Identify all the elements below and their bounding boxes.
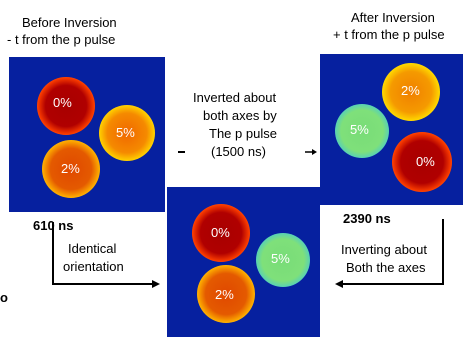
after-caption-line2: Both the axes: [346, 260, 426, 275]
spot-top-left: [192, 204, 250, 262]
after-inversion-title: After Inversion: [351, 10, 435, 25]
middle-text-line1: Inverted about: [193, 90, 277, 105]
before-inversion-title: Before Inversion: [22, 15, 117, 30]
before-caption-line1: Identical: [68, 241, 117, 256]
left-elbow-arrow: [52, 222, 160, 288]
spot-label: 2%: [61, 161, 80, 176]
after-time-label: 2390 ns: [343, 211, 391, 226]
spot-label: 0%: [211, 225, 230, 240]
after-inversion-image: 2% 5% 0%: [320, 54, 463, 205]
spot-label: 5%: [271, 251, 290, 266]
spot-label: 2%: [401, 83, 420, 98]
before-inversion-subtitle: - t from the p pulse: [7, 32, 116, 47]
after-caption-line1: Inverting about: [341, 242, 428, 257]
spot-top-left: [37, 77, 95, 135]
spot-label: 0%: [53, 95, 72, 110]
spot-right: [256, 233, 310, 287]
spot-label: 5%: [116, 125, 135, 140]
before-caption-line2: orientation: [63, 259, 124, 274]
spot-top: [382, 63, 440, 121]
middle-text-line3: The p pulse: [209, 126, 277, 141]
spot-bottom-right: [392, 132, 452, 192]
spot-label: 0%: [416, 154, 435, 169]
spot-bottom: [197, 265, 255, 323]
spot-label: 2%: [215, 287, 234, 302]
before-inversion-image: 0% 5% 2%: [9, 57, 165, 212]
middle-arrow: [305, 149, 317, 155]
result-image: 0% 5% 2%: [167, 187, 320, 337]
middle-text-line4: (1500 ns): [211, 144, 266, 159]
spot-right: [99, 105, 155, 161]
spot-label: 5%: [350, 122, 369, 137]
stray-character: o: [0, 290, 8, 305]
after-inversion-subtitle: + t from the p pulse: [333, 27, 445, 42]
middle-text-line2: both axes by: [203, 108, 277, 123]
right-elbow-arrow: [335, 219, 444, 288]
spot-bottom: [42, 140, 100, 198]
spot-left: [335, 104, 389, 158]
